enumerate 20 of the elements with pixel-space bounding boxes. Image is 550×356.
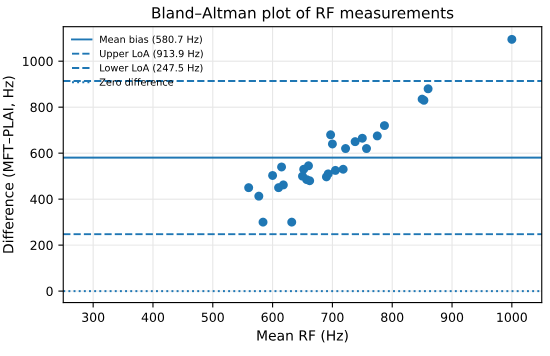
y-tick-label: 800: [30, 102, 53, 112]
x-axis-title: Mean RF (Hz): [257, 330, 348, 342]
x-tick-label: 900: [440, 312, 464, 322]
y-axis-title: Difference (MFT–PLAI, Hz): [2, 76, 16, 253]
legend-label: Upper LoA (913.9 Hz): [100, 50, 203, 60]
x-tick-label: 600: [262, 312, 284, 322]
y-tick-label: 1000: [23, 56, 53, 66]
y-tick-label: 0: [46, 286, 53, 296]
legend-label: Lower LoA (247.5 Hz): [100, 64, 202, 73]
y-tick-label: 600: [30, 148, 53, 158]
legend-label: Mean bias (580.7 Hz): [100, 35, 202, 44]
x-tick-label: 400: [142, 312, 164, 322]
y-tick-label: 200: [30, 240, 53, 250]
x-tick-label: 800: [381, 312, 404, 322]
x-tick-label: 700: [322, 312, 344, 322]
chart-title: Bland–Altman plot of RF measurements: [152, 6, 454, 22]
x-tick-label: 1000: [497, 312, 527, 322]
y-tick-label: 400: [30, 194, 53, 204]
x-tick-label: 300: [82, 312, 104, 322]
x-tick-label: 500: [202, 312, 224, 322]
